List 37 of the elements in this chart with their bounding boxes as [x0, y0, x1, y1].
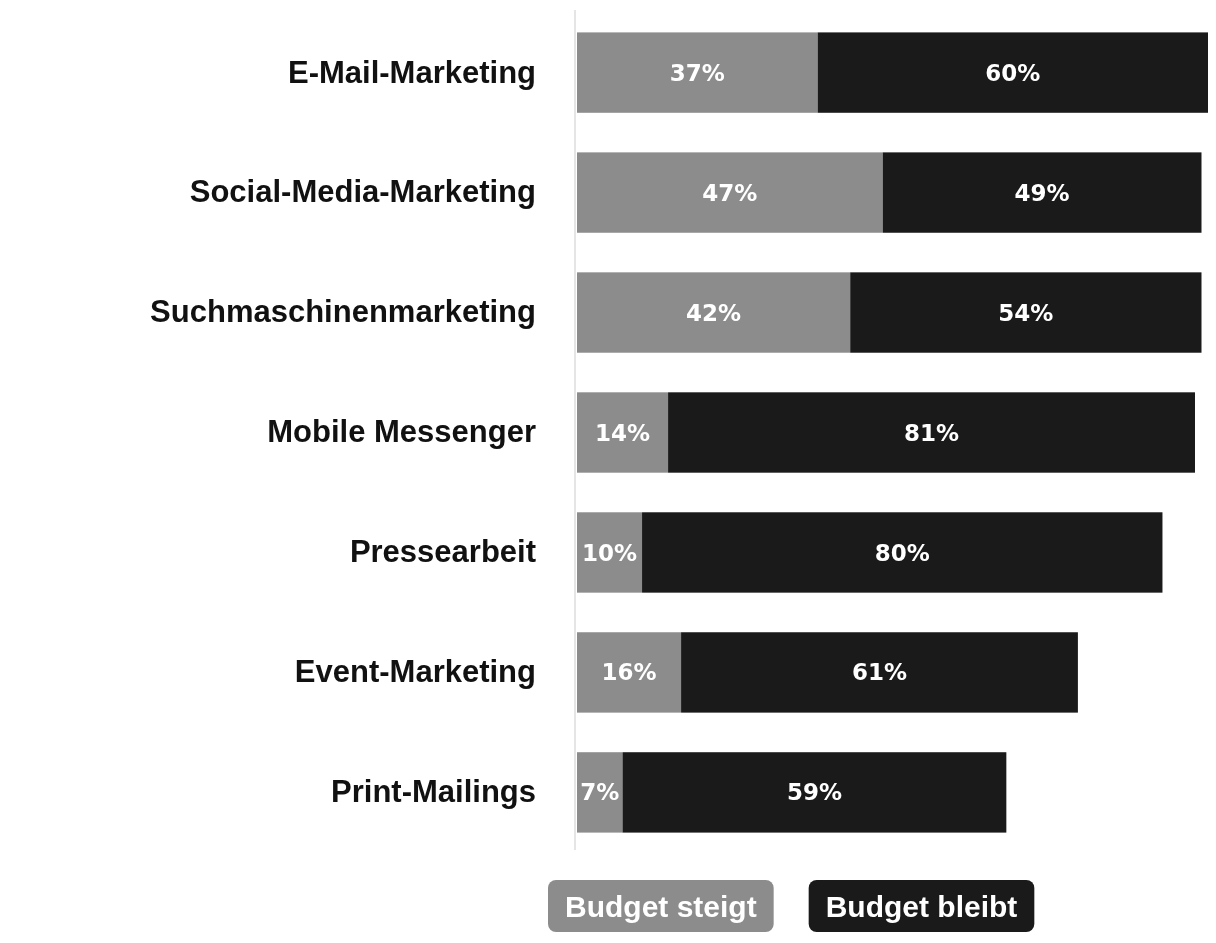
data-label: 81%	[904, 419, 960, 446]
data-label: 16%	[601, 659, 657, 686]
data-label: 61%	[851, 659, 908, 686]
data-label: 37%	[669, 59, 725, 86]
bar	[577, 152, 883, 233]
data-label: 14%	[595, 419, 651, 446]
data-label: 59%	[786, 779, 842, 806]
bar	[577, 632, 682, 713]
bar	[577, 512, 643, 593]
y-tick-label: Pressearbeit	[349, 534, 536, 570]
data-label: 47%	[702, 179, 758, 206]
bar	[577, 392, 669, 473]
bar	[681, 632, 1078, 713]
y-tick-label: Social-Media-Marketing	[189, 174, 536, 210]
data-label: 80%	[874, 539, 930, 566]
bar	[668, 392, 1195, 473]
bar	[577, 32, 818, 113]
bar	[577, 752, 623, 833]
series-label: Budget bleibt	[825, 890, 1018, 923]
y-tick-label: Print-Mailings	[331, 774, 536, 810]
bar	[882, 152, 1202, 233]
y-tick-label: Mobile Messenger	[267, 414, 536, 450]
bar	[577, 272, 851, 353]
data-label: 7%	[580, 779, 620, 806]
bar	[622, 752, 1007, 833]
data-label: 49%	[1014, 179, 1070, 206]
y-tick-label: E-Mail-Marketing	[287, 54, 536, 90]
data-label: 54%	[998, 299, 1054, 326]
y-tick-label: Suchmaschinenmarketing	[150, 294, 536, 330]
bar	[817, 32, 1208, 113]
bar	[850, 272, 1202, 353]
bar	[642, 512, 1163, 593]
data-label: 42%	[686, 299, 742, 326]
y-tick-label: Event-Marketing	[294, 654, 536, 690]
data-label: 10%	[581, 539, 638, 566]
series-label: Budget steigt	[565, 890, 757, 923]
data-label: 60%	[985, 59, 1041, 86]
